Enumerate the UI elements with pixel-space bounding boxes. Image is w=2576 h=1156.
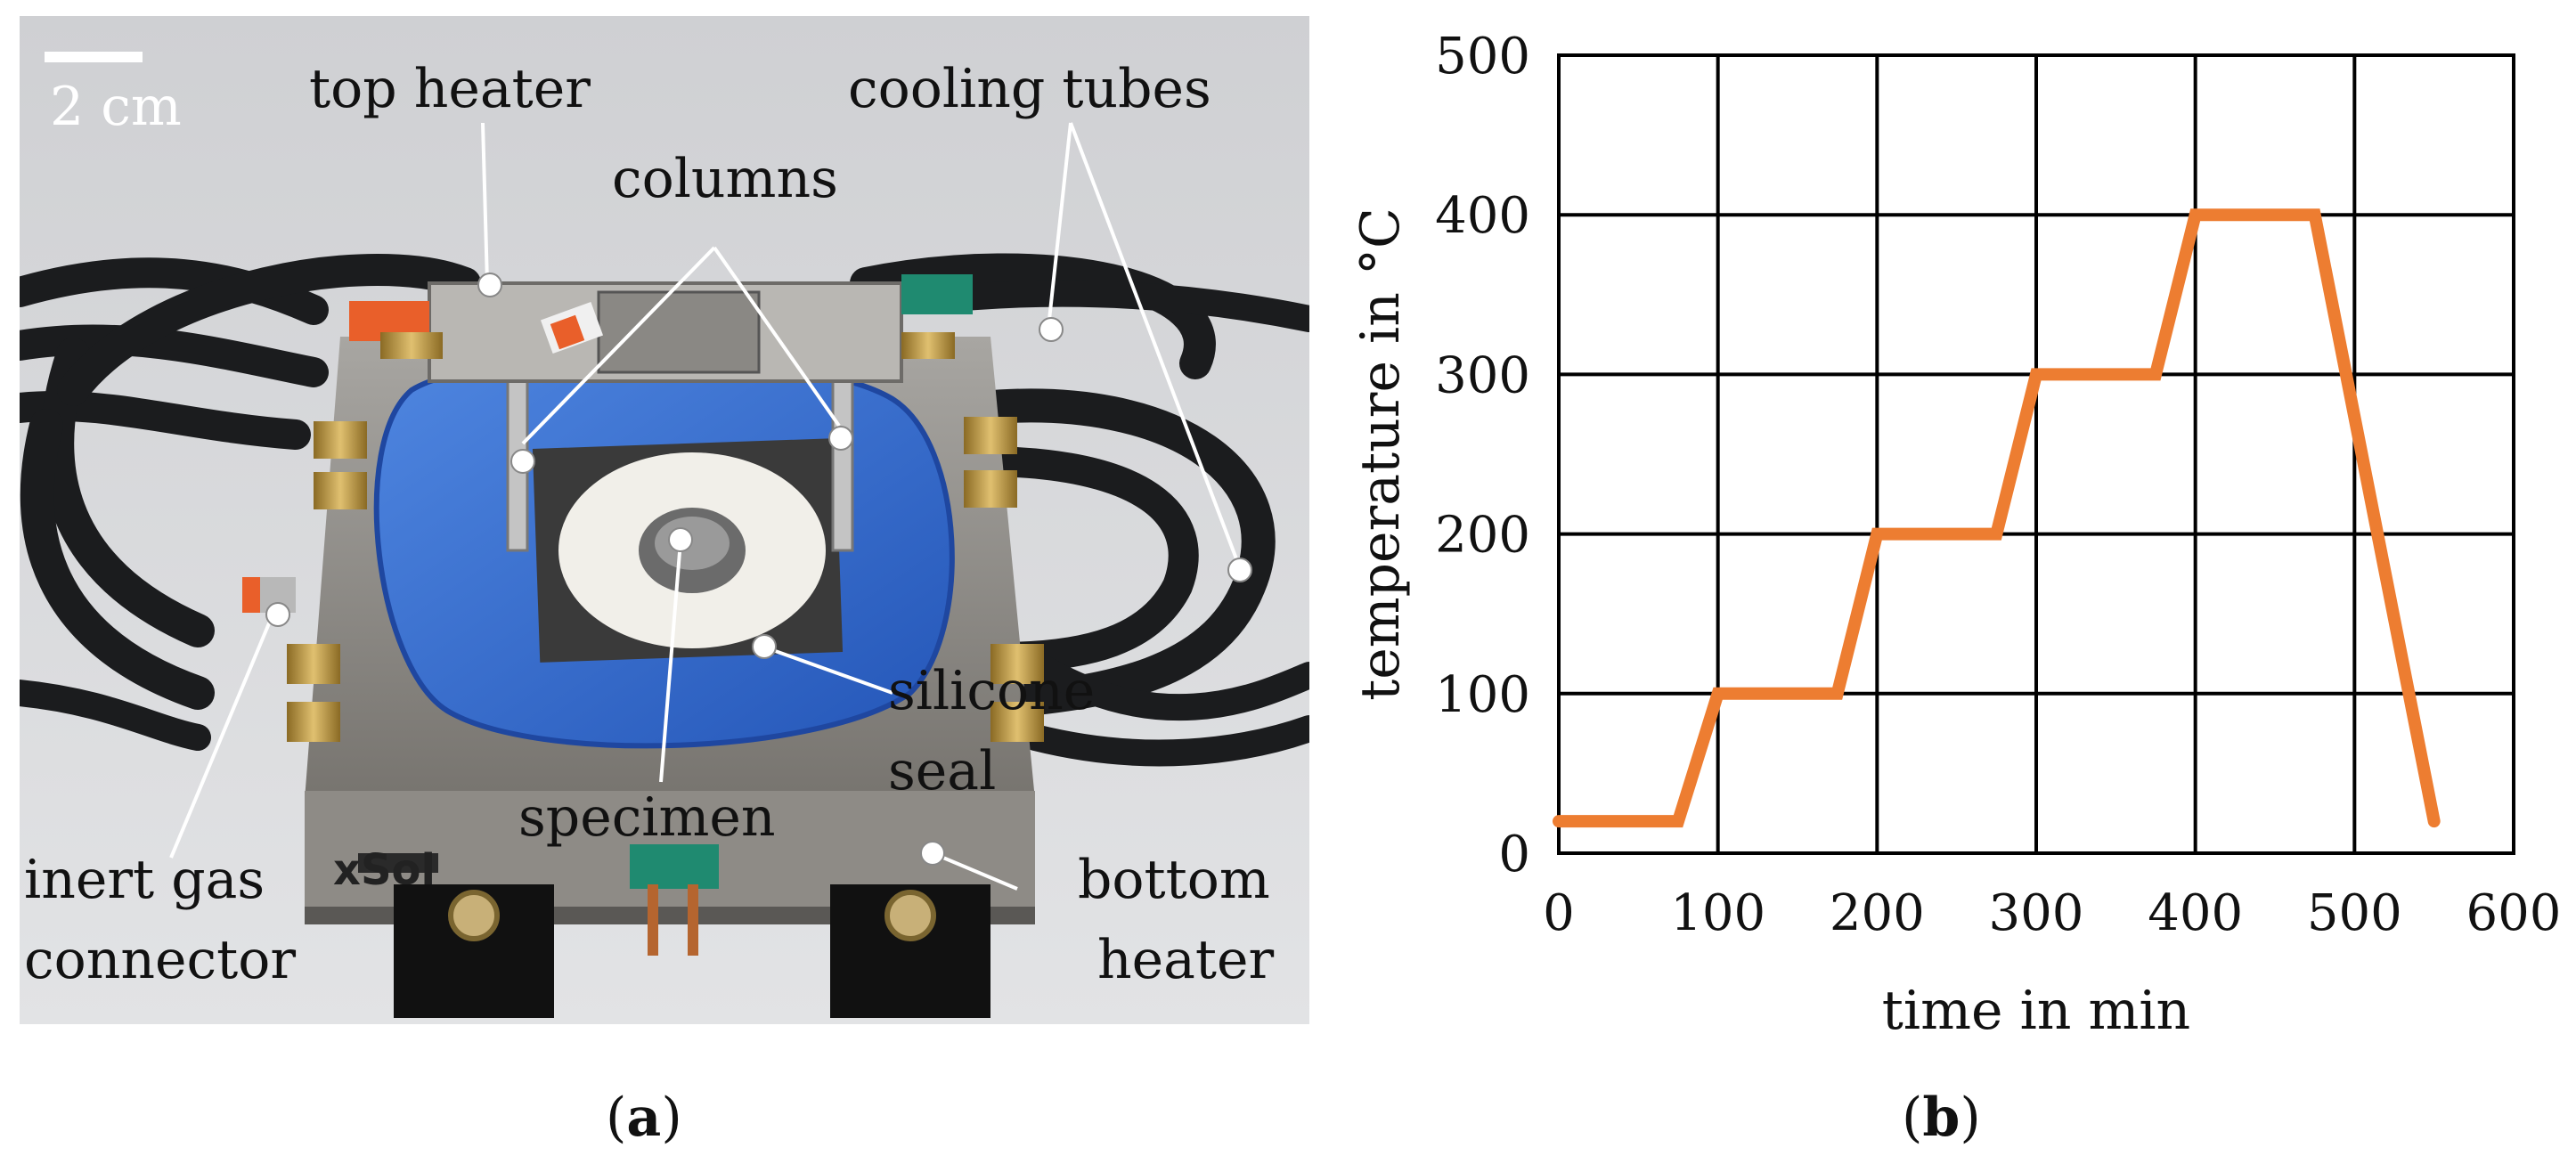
scale-bar-label: 2 cm [50,76,182,138]
x-tick-label: 300 [1989,884,2084,942]
x-tick-label: 200 [1830,884,1925,942]
label-silicone-line1: silicone [888,660,1096,722]
label-bottom-heater-line1: bottom [1078,849,1270,911]
panel-a-caption: (a) [606,1087,682,1149]
label-columns: columns [612,148,838,210]
x-tick-labels: 0 100 200 300 400 500 600 [1543,884,2561,942]
temperature-chart: 0 100 200 300 400 500 600 0 100 200 300 400 500 tim… [1349,28,2561,1042]
y-tick-label: 400 [1435,187,1530,245]
device-photo: xSol [20,16,1309,1024]
label-silicone-line2: seal [888,740,997,802]
y-tick-label: 0 [1498,826,1530,883]
cooling-tubes-graphic [20,253,1309,767]
y-tick-label: 500 [1435,28,1530,85]
y-tick-label: 300 [1435,346,1530,404]
plot-border [1557,53,2515,855]
label-top-heater: top heater [309,58,591,120]
plot-frame [1557,53,2515,855]
top-heater-graphic [349,274,973,383]
column-right [831,379,854,552]
leader-lines [169,122,1242,891]
x-tick-label: 600 [2466,884,2562,942]
panel-b-caption: (b) [1902,1087,1981,1149]
y-axis-title: temperature in °C [1349,208,1412,701]
y-tick-labels: 0 100 200 300 400 500 [1435,28,1530,883]
scale-bar-line [45,52,143,62]
x-axis-title: time in min [1882,980,2190,1042]
label-inert-gas-line1: inert gas [24,849,265,911]
y-tick-label: 200 [1435,507,1530,565]
x-tick-label: 100 [1670,884,1765,942]
brass-fittings-graphic [287,417,1044,742]
photo-panel: xSol [20,16,1309,1024]
series-line-0 [1553,208,2441,828]
label-bottom-heater-line2: heater [1097,929,1275,991]
x-tick-label: 400 [2148,884,2243,942]
x-tick-label: 0 [1543,884,1575,942]
label-inert-gas-line2: connector [24,929,297,991]
x-tick-label: 500 [2307,884,2402,942]
series-layer [1553,208,2441,828]
label-specimen: specimen [518,786,776,849]
y-tick-label: 100 [1435,666,1530,724]
marker-dots [265,273,1252,866]
label-cooling-tubes: cooling tubes [848,58,1211,120]
